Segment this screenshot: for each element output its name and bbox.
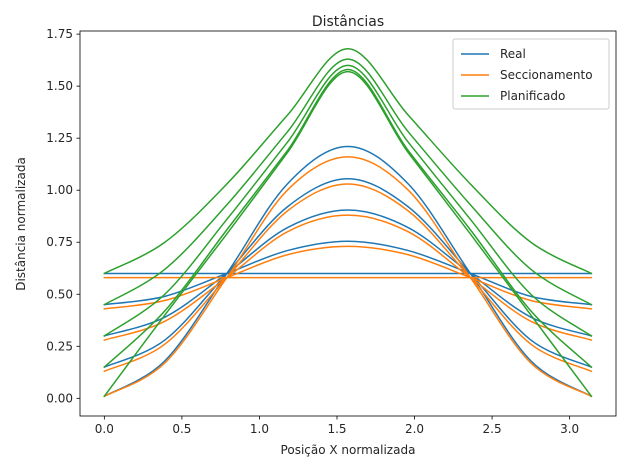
chart-title: Distâncias bbox=[312, 14, 384, 30]
y-tick-label: 0.00 bbox=[46, 391, 73, 405]
x-tick-label: 2.5 bbox=[483, 422, 502, 436]
y-axis-label: Distância normalizada bbox=[14, 157, 28, 291]
y-tick-label: 0.75 bbox=[46, 235, 73, 249]
series-line-real-2 bbox=[103, 240, 593, 306]
legend-label-seccionamento: Seccionamento bbox=[500, 68, 593, 82]
series-line-seccionamento-4 bbox=[103, 183, 593, 373]
x-tick-label: 2.0 bbox=[405, 422, 424, 436]
series-line-real-4 bbox=[103, 178, 593, 369]
legend-box bbox=[452, 38, 610, 110]
y-tick-label: 1.75 bbox=[46, 27, 73, 41]
y-axis: 0.00 0.25 0.50 0.75 1.00 1.25 1.50 1.75 bbox=[46, 27, 80, 405]
series-line-seccionamento-3 bbox=[103, 214, 593, 341]
series-line-seccionamento-2 bbox=[103, 245, 593, 310]
x-tick-label: 1.0 bbox=[250, 422, 269, 436]
series-layer bbox=[103, 47, 593, 398]
x-tick-label: 1.5 bbox=[327, 422, 346, 436]
series-line-real-5 bbox=[103, 145, 593, 398]
legend-entries: Real Seccionamento Planificado bbox=[461, 47, 593, 103]
series-line-planificado-5 bbox=[103, 70, 593, 398]
y-tick-label: 1.25 bbox=[46, 131, 73, 145]
series-line-planificado-2 bbox=[103, 58, 593, 306]
series-line-seccionamento-5 bbox=[103, 156, 593, 398]
x-axis-label: Posição X normalizada bbox=[281, 443, 416, 457]
y-tick-label: 0.25 bbox=[46, 339, 73, 353]
series-line-real-3 bbox=[103, 209, 593, 337]
legend: Real Seccionamento Planificado bbox=[452, 38, 610, 110]
x-tick-label: 0.5 bbox=[172, 422, 191, 436]
y-tick-label: 0.50 bbox=[46, 287, 73, 301]
legend-label-planificado: Planificado bbox=[500, 89, 565, 103]
series-line-planificado-4 bbox=[103, 68, 593, 369]
legend-label-real: Real bbox=[500, 47, 526, 61]
x-tick-label: 0.0 bbox=[95, 422, 114, 436]
y-tick-label: 1.50 bbox=[46, 79, 73, 93]
plot-frame bbox=[79, 30, 617, 417]
series-line-planificado-1 bbox=[103, 47, 593, 275]
series-line-planificado-3 bbox=[103, 64, 593, 337]
x-tick-label: 3.0 bbox=[560, 422, 579, 436]
y-tick-label: 1.00 bbox=[46, 183, 73, 197]
x-axis: 0.0 0.5 1.0 1.5 2.0 2.5 3.0 bbox=[95, 416, 579, 436]
